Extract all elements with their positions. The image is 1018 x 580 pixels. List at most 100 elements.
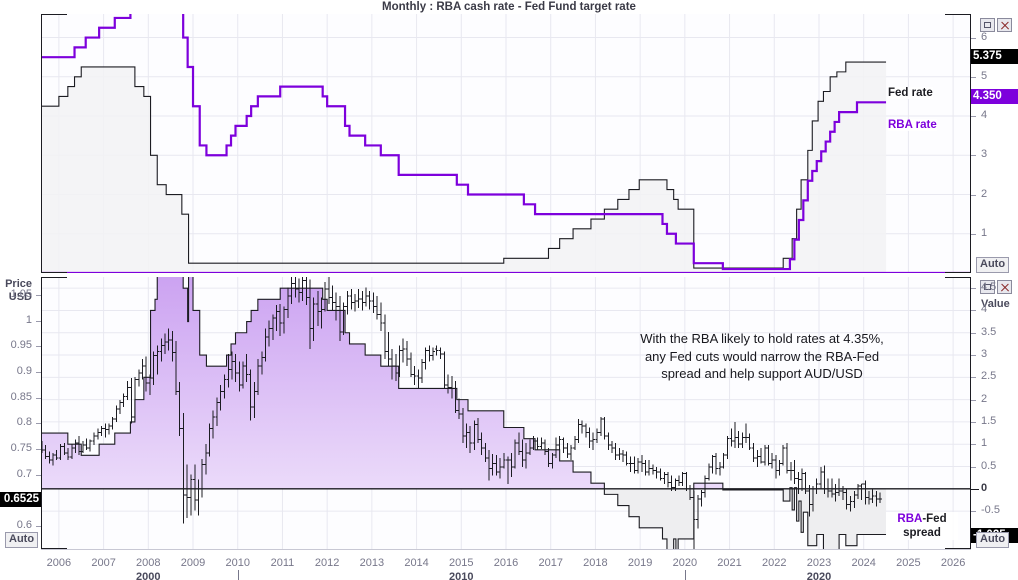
x-axis-decade-marker [237,570,239,580]
audusd-spread-chart-panel[interactable] [41,277,971,549]
price-axis-tick-label: 0.7 [16,467,32,480]
x-axis-decade-label: 2000 [136,571,161,580]
x-axis-year-label: 2007 [91,557,116,569]
x-axis-year-label: 2018 [583,557,608,569]
x-axis-decade-label: 2010 [449,571,474,580]
tick-mark [971,333,976,334]
rates-right-axis[interactable]: 6 5 4 3 2 1 5.375 4.350 Auto [971,14,1018,273]
tick-mark [971,155,976,156]
x-axis-year-label: 2022 [762,557,787,569]
price-axis-heading-2: USD [8,291,32,303]
price-axis-heading-1: Price [5,278,32,290]
tick-mark [971,467,976,468]
tick-mark [971,422,976,423]
x-axis-year-label: 2015 [449,557,474,569]
x-axis-year-label: 2016 [493,557,519,569]
tick-mark [36,398,41,399]
value-axis-tick-label: 1.5 [981,414,997,427]
x-axis-year-label: 2011 [270,557,295,569]
x-axis-rule [41,549,971,550]
tick-mark [971,38,976,39]
x-axis-decade-marker [684,570,686,580]
page-title: Monthly : RBA cash rate - Fed Fund targe… [382,1,636,13]
x-axis: 2006 2007 2008 2009 2010 2011 2012 2013 2014 2015… [0,549,1018,580]
value-axis-tick-label: 0.5 [981,459,997,472]
price-axis-tick-label: 0.75 [10,441,32,454]
close-button[interactable] [997,280,1012,294]
value-axis-tick-label: 3.5 [981,325,997,338]
price-axis-tick-label: 0.85 [10,390,32,403]
restore-button[interactable] [980,18,995,32]
rates-axis-tick-label: 5 [981,69,988,82]
tick-mark [36,346,41,347]
x-axis-year-label: 2013 [359,557,385,569]
x-axis-year-label: 2026 [940,557,966,569]
tick-mark [971,400,976,401]
price-left-axis[interactable]: Price USD 1.05 1 0.95 0.9 0.85 0.8 0.75 0.7 0.6 0… [0,277,41,549]
x-axis-year-label: 2009 [180,557,206,569]
x-axis-year-label: 2010 [225,557,250,569]
x-axis-year-label: 2014 [404,557,429,569]
x-axis-decade-label: 2020 [806,571,832,580]
price-axis-tick-label: 0.95 [10,339,32,352]
close-button[interactable] [997,18,1012,32]
value-axis-tick-label: 3 [981,348,988,361]
rates-axis-tick-label: 4 [981,109,988,122]
audusd-spread-chart-svg [41,277,971,549]
price-axis-tick-label: 0.9 [16,364,32,377]
price-axis-auto-button[interactable]: Auto [5,532,39,548]
value-axis-heading: Value [981,298,1010,310]
tick-mark [36,526,41,527]
price-axis-tick-label: 1 [25,313,32,326]
value-axis-tick-label: 1 [981,437,988,450]
tick-mark [971,116,976,117]
tick-mark [971,77,976,78]
legend-spread-line2: spread [903,527,941,539]
rba-rate-value: 4.350 [971,89,1018,105]
tick-mark [971,377,976,378]
x-axis-year-label: 2019 [627,557,653,569]
annotation-line-3: spread and help support AUD/USD [661,366,863,381]
legend-rba-fed-spread[interactable]: RBA-Fed spread [886,512,958,540]
legend-rba-rate[interactable]: RBA rate [888,119,937,131]
legend-spread-suffix: -Fed [922,513,947,525]
value-right-axis[interactable]: Value 4.543.532.521.510.50-0.5-1.025Auto [971,277,1018,549]
rates-axis-tick-label: 2 [981,187,988,200]
tick-mark [36,321,41,322]
tick-mark [36,372,41,373]
rates-axis-tick-label: 6 [981,30,988,43]
x-axis-year-label: 2020 [672,557,698,569]
value-axis-auto-button[interactable]: Auto [976,532,1010,548]
tick-mark [971,444,976,445]
value-axis-tick-label: 2 [981,392,988,405]
value-axis-tick-label: 2.5 [981,370,997,383]
tick-mark [971,355,976,356]
x-axis-year-label: 2006 [46,557,72,569]
spread-panel-window-buttons[interactable] [980,280,1012,294]
chart-annotation: With the RBA likely to hold rates at 4.3… [592,330,932,383]
tick-mark [36,423,41,424]
x-axis-year-label: 2012 [314,557,340,569]
tick-mark [36,475,41,476]
legend-spread-prefix: RBA [897,513,923,525]
x-axis-year-label: 2017 [538,557,563,569]
x-axis-year-label: 2024 [851,557,876,569]
tick-mark [971,310,976,311]
tick-mark [971,195,976,196]
rates-chart-panel[interactable] [41,14,971,273]
tick-mark [36,449,41,450]
value-axis-tick-label: 4 [981,303,988,316]
rates-panel-window-buttons[interactable] [980,18,1012,32]
rates-axis-auto-button[interactable]: Auto [976,257,1010,273]
price-axis-tick-label: 0.8 [16,416,32,429]
x-axis-year-label: 2021 [717,557,742,569]
value-axis-tick-label: -0.5 [981,504,1000,517]
tick-mark [971,288,976,289]
restore-button[interactable] [980,280,995,294]
fed-rate-value: 5.375 [971,49,1018,65]
tick-mark [971,511,976,512]
price-axis-tick-label: 0.6 [16,518,32,531]
price-axis-tick-label: 1.05 [10,287,32,300]
legend-fed-rate[interactable]: Fed rate [888,87,933,99]
